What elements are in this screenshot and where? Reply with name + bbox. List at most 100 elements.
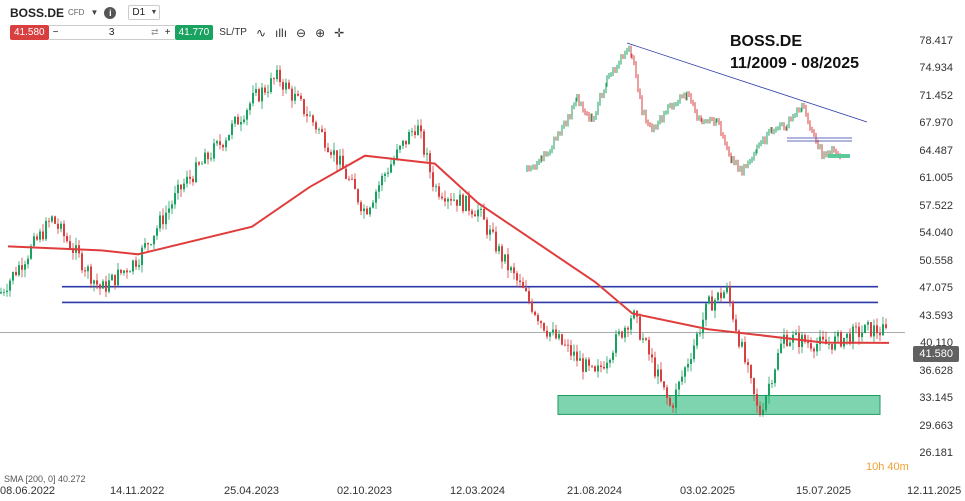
sltp-button[interactable]: SL/TP (219, 27, 247, 38)
candle-body (324, 131, 326, 148)
candle-body (237, 116, 239, 125)
candle-body (159, 215, 161, 229)
candle-body (558, 334, 560, 339)
candle-body (405, 140, 407, 145)
candle-body (273, 78, 275, 80)
candle-body (720, 292, 722, 299)
zoom-out-icon[interactable]: ⊖ (296, 25, 307, 40)
candle-body (648, 339, 650, 355)
minus-icon[interactable]: − (52, 27, 59, 38)
candle-body (681, 376, 683, 382)
candle-body (261, 87, 263, 102)
candle-body (84, 270, 86, 272)
candle-body (522, 282, 524, 288)
crosshair-icon[interactable]: ✛ (334, 25, 345, 40)
candle-body (597, 365, 599, 372)
candle-body (12, 272, 14, 281)
candle-body (33, 236, 35, 247)
candle-body (453, 199, 455, 201)
candle-body (549, 332, 551, 337)
indicators-icon[interactable]: ıllı (275, 25, 288, 40)
candle-body (81, 253, 83, 271)
quantity-stepper[interactable]: − 3 ⇄ + (48, 25, 175, 40)
date-tick-label: 03.02.2025 (680, 485, 736, 497)
candle-body (387, 172, 389, 174)
date-tick-label: 14.11.2022 (110, 485, 165, 497)
candle-body (462, 194, 464, 212)
candle-body (627, 327, 629, 330)
sma-indicator-label[interactable]: SMA [200, 0] 40.272 (4, 474, 86, 484)
candle-body (546, 330, 548, 337)
timeframe-select[interactable]: D1 ▼ (128, 5, 161, 20)
candle-body (861, 333, 863, 338)
candle-body (186, 176, 188, 184)
candle-body (645, 338, 647, 340)
candle-body (249, 103, 251, 111)
price-tick-label: 57.522 (919, 199, 953, 212)
candle-body (438, 186, 440, 197)
candle-body (534, 311, 536, 315)
info-icon[interactable]: i (104, 6, 117, 19)
candle-body (303, 99, 305, 115)
candle-body (477, 209, 479, 217)
candle-body (531, 301, 533, 312)
candle-body (789, 342, 791, 346)
candle-body (624, 327, 626, 338)
candle-body (777, 352, 779, 370)
sell-button[interactable]: 41.580 (10, 25, 49, 40)
candle-body (483, 208, 485, 220)
candle-body (171, 204, 173, 209)
symbol-dropdown-icon[interactable]: ▼ (90, 8, 99, 17)
candle-body (540, 321, 542, 323)
candle-body (666, 387, 668, 398)
candle-body (456, 199, 458, 206)
candle-body (114, 274, 116, 286)
plus-icon[interactable]: + (164, 27, 171, 38)
candle-body (27, 258, 29, 265)
candle-body (432, 172, 434, 187)
candle-body (180, 184, 182, 190)
reset-icon[interactable]: ⇄ (151, 27, 159, 37)
candle-body (687, 363, 689, 368)
candle-body (192, 178, 194, 183)
candle-body (756, 394, 758, 406)
candle-body (513, 267, 515, 274)
zoom-in-icon[interactable]: ⊕ (315, 25, 326, 40)
line-chart-icon[interactable]: ∿ (255, 25, 267, 40)
candle-body (66, 236, 68, 242)
candle-body (447, 198, 449, 202)
candle-body (846, 333, 848, 338)
candle-body (258, 89, 260, 102)
candle-body (711, 296, 713, 311)
candle-body (129, 271, 131, 273)
candle-body (228, 134, 230, 141)
candle-body (51, 216, 53, 222)
candle-body (684, 367, 686, 377)
candle-body (741, 342, 743, 347)
candle-body (501, 246, 503, 262)
symbol-name[interactable]: BOSS.DE (10, 5, 65, 20)
candle-body (759, 405, 761, 415)
buy-button[interactable]: 41.770 (174, 25, 214, 40)
candle-body (213, 143, 215, 159)
candle-body (840, 332, 842, 347)
candle-body (285, 82, 287, 90)
candle-body (198, 162, 200, 165)
price-tick-label: 67.970 (919, 117, 953, 130)
candle-body (30, 246, 32, 259)
candle-body (372, 202, 374, 208)
candle-body (738, 330, 740, 347)
chart-toolbar: BOSS.DE CFD ▼ i D1 ▼ 41.580 − 3 ⇄ + 41.7… (0, 0, 965, 44)
candle-body (225, 140, 227, 148)
candle-body (165, 212, 167, 225)
candle-body (378, 185, 380, 192)
candle-body (135, 260, 137, 267)
candle-body (543, 322, 545, 331)
candle-body (336, 150, 338, 165)
candle-body (270, 78, 272, 92)
quantity-value[interactable]: 3 (108, 27, 115, 38)
candle-body (48, 220, 50, 222)
date-tick-label: 25.04.2023 (224, 485, 280, 497)
